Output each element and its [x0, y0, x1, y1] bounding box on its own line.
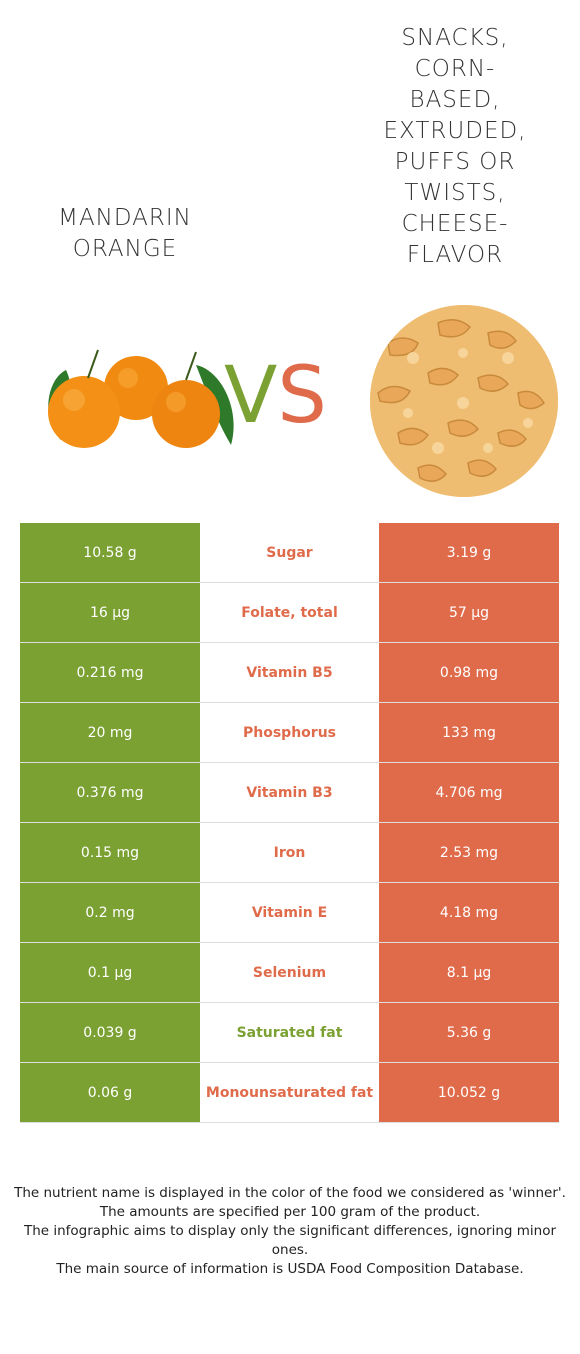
- left-value: 0.216 mg: [20, 642, 200, 703]
- vs-label: VS: [224, 351, 327, 441]
- footnote-line: The infographic aims to display only the…: [23, 1223, 557, 1258]
- right-value: 10.052 g: [379, 1062, 559, 1123]
- table-row: 16 µg Folate, total 57 µg: [20, 582, 559, 643]
- nutrient-name: Sugar: [200, 523, 379, 583]
- nutrient-name: Iron: [200, 822, 379, 883]
- right-value: 2.53 mg: [379, 822, 559, 883]
- right-value: 5.36 g: [379, 1002, 559, 1063]
- left-food-title: Mandarin orange: [58, 205, 192, 262]
- right-value: 4.706 mg: [379, 762, 559, 823]
- footnote-line: The nutrient name is displayed in the co…: [14, 1185, 566, 1201]
- table-row: 10.58 g Sugar 3.19 g: [20, 523, 559, 583]
- left-value: 20 mg: [20, 702, 200, 763]
- left-value: 0.376 mg: [20, 762, 200, 823]
- cheese-puffs-image: [370, 305, 558, 497]
- footnote-line: The amounts are specified per 100 gram o…: [99, 1204, 481, 1220]
- table-row: 0.2 mg Vitamin E 4.18 mg: [20, 882, 559, 943]
- table-row: 0.376 mg Vitamin B3 4.706 mg: [20, 762, 559, 823]
- right-value: 57 µg: [379, 582, 559, 643]
- nutrient-name: Phosphorus: [200, 702, 379, 763]
- table-row: 0.06 g Monounsaturated fat 10.052 g: [20, 1062, 559, 1123]
- table-row: 0.216 mg Vitamin B5 0.98 mg: [20, 642, 559, 703]
- mandarin-orange-image: [48, 349, 234, 448]
- nutrient-name: Selenium: [200, 942, 379, 1003]
- nutrient-name: Vitamin E: [200, 882, 379, 943]
- table-row: 0.1 µg Selenium 8.1 µg: [20, 942, 559, 1003]
- left-value: 10.58 g: [20, 523, 200, 583]
- nutrient-name: Monounsaturated fat: [200, 1062, 379, 1123]
- left-value: 0.06 g: [20, 1062, 200, 1123]
- nutrient-name: Saturated fat: [200, 1002, 379, 1063]
- table-row: 0.15 mg Iron 2.53 mg: [20, 822, 559, 883]
- left-value: 0.2 mg: [20, 882, 200, 943]
- right-value: 133 mg: [379, 702, 559, 763]
- left-value: 0.039 g: [20, 1002, 200, 1063]
- nutrient-comparison-table: 10.58 g Sugar 3.19 g 16 µg Folate, total 57 µ…: [20, 523, 559, 1123]
- right-value: 8.1 µg: [379, 942, 559, 1003]
- footnote-line: The main source of information is USDA F…: [56, 1261, 524, 1277]
- table-row: 20 mg Phosphorus 133 mg: [20, 702, 559, 763]
- nutrient-name: Vitamin B3: [200, 762, 379, 823]
- right-value: 0.98 mg: [379, 642, 559, 703]
- footnote: The nutrient name is displayed in the co…: [10, 1184, 570, 1279]
- right-value: 4.18 mg: [379, 882, 559, 943]
- table-row: 0.039 g Saturated fat 5.36 g: [20, 1002, 559, 1063]
- right-food-title: Snacks, corn-based, extruded, puffs or t…: [383, 25, 527, 268]
- left-value: 16 µg: [20, 582, 200, 643]
- nutrient-name: Vitamin B5: [200, 642, 379, 703]
- left-value: 0.15 mg: [20, 822, 200, 883]
- right-value: 3.19 g: [379, 523, 559, 583]
- left-value: 0.1 µg: [20, 942, 200, 1003]
- nutrient-name: Folate, total: [200, 582, 379, 643]
